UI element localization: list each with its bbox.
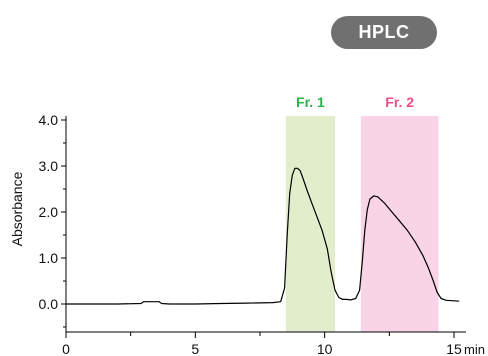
x-tick-label: 10 <box>317 341 333 356</box>
x-tick-label: 15 <box>446 341 462 356</box>
fraction-band-2 <box>360 116 439 332</box>
y-tick-label: 0.0 <box>39 296 59 312</box>
x-tick-label: 0 <box>62 341 70 356</box>
x-axis-unit-label: min <box>464 342 485 356</box>
y-tick-label: 1.0 <box>39 250 59 266</box>
fraction-label-2: Fr. 2 <box>385 94 414 110</box>
fraction-bands <box>285 116 439 332</box>
y-axis-label: Absorbance <box>9 171 25 246</box>
y-tick-label: 4.0 <box>39 112 59 128</box>
absorbance-trace <box>66 167 460 305</box>
y-tick-label: 2.0 <box>39 204 59 220</box>
x-tick-label: 5 <box>191 341 199 356</box>
fraction-label-1: Fr. 1 <box>296 94 325 110</box>
axes <box>65 116 466 333</box>
y-tick-label: 3.0 <box>39 158 59 174</box>
fraction-labels: Fr. 1 Fr. 2 <box>296 94 414 110</box>
hplc-badge: HPLC <box>331 16 437 49</box>
fraction-band-1 <box>285 116 336 332</box>
ticks: 0.0 1.0 2.0 3.0 4.0 0 5 10 15 <box>39 112 462 356</box>
